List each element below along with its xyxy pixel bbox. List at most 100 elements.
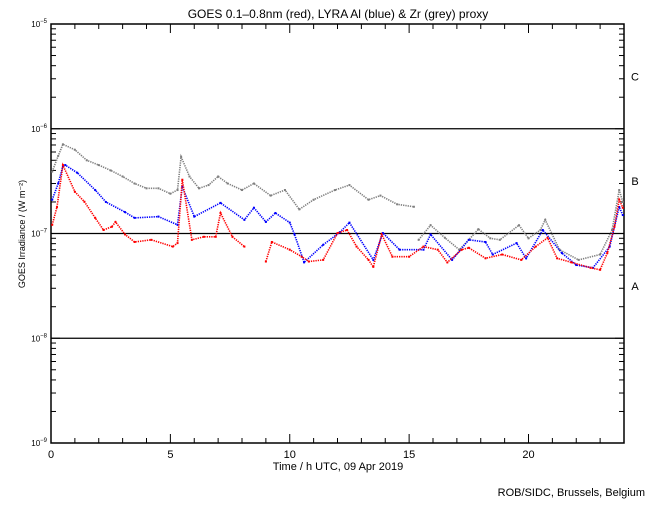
data-point — [621, 206, 624, 209]
data-point — [219, 211, 222, 214]
data-point — [312, 198, 315, 201]
data-point — [446, 261, 449, 264]
data-point — [57, 154, 60, 157]
y-tick-label: 10−6 — [31, 124, 47, 134]
y-tick-label: 10−8 — [31, 333, 47, 343]
chart-title: GOES 0.1–0.8nm (red), LYRA Al (blue) & Z… — [188, 7, 489, 21]
data-point — [219, 201, 222, 204]
data-point — [171, 245, 174, 248]
data-point — [51, 223, 54, 226]
data-point — [180, 155, 183, 158]
data-point — [546, 236, 549, 239]
data-point — [379, 194, 382, 197]
data-point — [176, 242, 179, 245]
data-point — [169, 192, 172, 195]
data-point — [110, 225, 113, 228]
data-point — [51, 198, 54, 201]
data-point — [270, 240, 273, 243]
data-point — [467, 246, 470, 249]
data-point — [381, 232, 384, 235]
data-point — [94, 189, 97, 192]
data-point — [467, 238, 470, 241]
data-point — [76, 171, 79, 174]
data-point — [541, 228, 544, 231]
data-point — [367, 198, 370, 201]
data-point — [181, 185, 184, 188]
y-tick-label: 10−9 — [31, 438, 47, 448]
data-point — [372, 258, 375, 261]
data-point — [621, 214, 624, 217]
data-point — [283, 189, 286, 192]
data-point — [391, 255, 394, 258]
data-point — [83, 200, 86, 203]
data-point — [150, 238, 153, 241]
x-tick-label: 5 — [167, 449, 173, 461]
data-point — [621, 200, 624, 203]
data-point — [293, 233, 296, 236]
data-point — [121, 175, 124, 178]
data-point — [334, 189, 337, 192]
data-point — [322, 243, 325, 246]
data-point — [252, 182, 255, 185]
axes: 10−5 10−6 10−7 10−8 10−90 5 10 15 20 C B A — [31, 19, 639, 461]
data-point — [73, 190, 76, 193]
x-tick-label: 20 — [522, 449, 534, 461]
data-point — [288, 248, 291, 251]
data-point — [264, 220, 267, 223]
data-point — [188, 175, 191, 178]
data-point — [241, 189, 243, 192]
data-point — [269, 194, 272, 197]
data-point — [303, 261, 306, 264]
data-point — [176, 189, 179, 192]
data-point — [176, 223, 179, 226]
data-point — [436, 248, 439, 251]
data-point — [544, 218, 547, 221]
data-point — [589, 266, 592, 269]
data-point — [577, 258, 580, 261]
data-point — [417, 238, 420, 241]
data-point — [214, 235, 217, 238]
series-line — [51, 164, 624, 269]
data-point — [322, 258, 325, 261]
data-point — [181, 178, 184, 181]
data-point — [372, 265, 375, 268]
data-point — [57, 182, 60, 185]
data-point — [264, 260, 267, 263]
data-point — [575, 264, 578, 267]
data-point — [570, 261, 573, 264]
data-point — [348, 184, 351, 187]
data-point — [398, 248, 401, 251]
data-point — [85, 159, 88, 162]
flare-class-label: B — [631, 176, 638, 188]
data-point — [380, 233, 383, 236]
data-point — [298, 208, 301, 211]
data-point — [61, 165, 64, 168]
data-point — [515, 242, 518, 245]
data-point — [613, 225, 616, 228]
y-axis-label: GOES Irradiance / (W m⁻²) — [17, 180, 27, 288]
data-point — [133, 216, 136, 219]
data-point — [611, 228, 614, 231]
data-point — [226, 182, 229, 185]
series-group — [51, 143, 624, 271]
series-line — [51, 162, 624, 271]
data-point — [408, 255, 411, 258]
data-point — [252, 206, 255, 209]
data-point — [243, 245, 246, 248]
data-point — [556, 257, 559, 260]
data-point — [618, 198, 621, 201]
data-point — [55, 206, 58, 209]
data-point — [460, 248, 463, 251]
data-point — [520, 258, 523, 261]
series-lyra — [51, 164, 624, 269]
data-point — [190, 238, 193, 241]
data-point — [102, 228, 105, 231]
x-tick-label: 15 — [403, 449, 415, 461]
data-point — [133, 240, 136, 243]
data-point — [64, 164, 67, 167]
data-point — [606, 252, 609, 255]
data-point — [422, 248, 425, 251]
series-line — [51, 143, 624, 261]
data-point — [451, 258, 454, 261]
data-point — [288, 221, 291, 224]
